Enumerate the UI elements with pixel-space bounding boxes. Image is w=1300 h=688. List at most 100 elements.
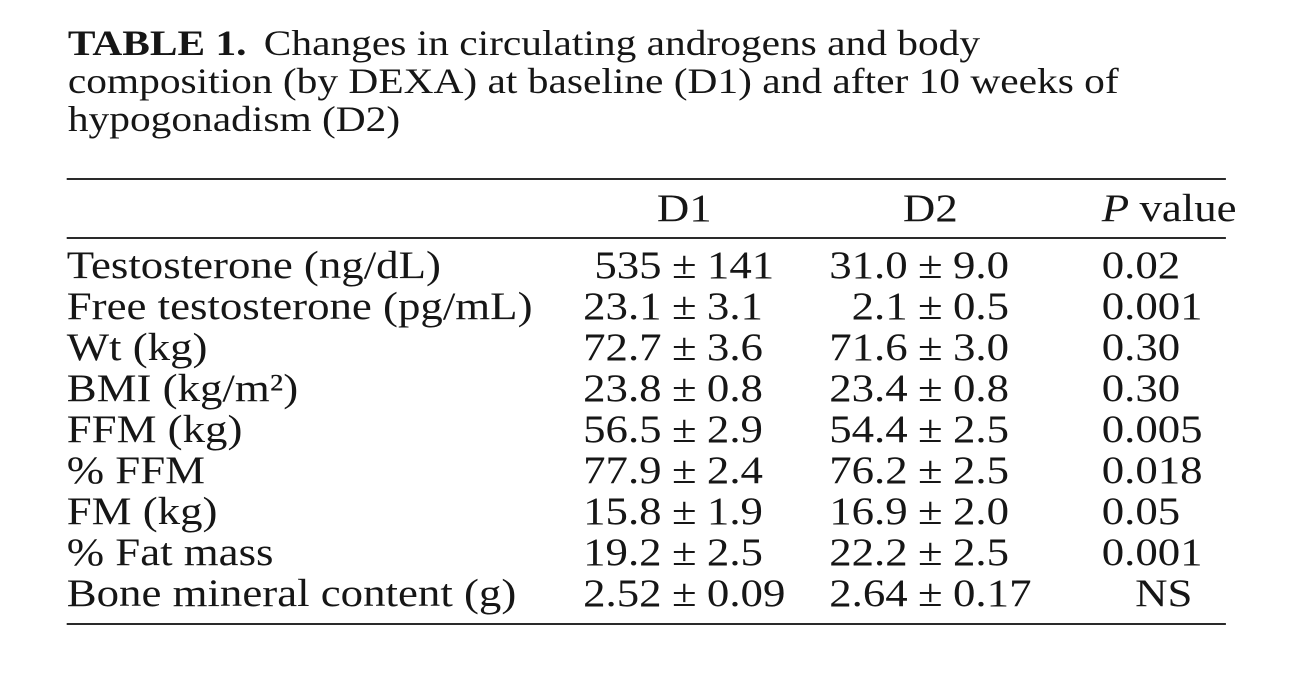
value-mean: 77.9 <box>583 449 662 492</box>
value-mean: 56.5 <box>583 408 662 451</box>
table-caption: TABLE 1. Changes in circulating androgens… <box>68 24 1149 138</box>
value-sd: 0.09 <box>706 572 786 615</box>
plus-minus: ± <box>918 531 943 574</box>
cell-d1: 56.5 ±2.9 <box>573 409 796 450</box>
table-row: FM (kg) 15.8 ±1.9 16.9 ±2.0 0.05 <box>67 491 1226 532</box>
value-sd: 1.9 <box>706 490 763 533</box>
value-sd: 3.1 <box>706 285 763 328</box>
cell-d2: 23.4 ±0.8 <box>822 368 1038 409</box>
value-mean: 23.1 <box>583 285 662 328</box>
pvalue-header-rest: value <box>1139 187 1237 230</box>
plus-minus: ± <box>918 572 943 615</box>
table-body: Testosterone (ng/dL) 535 ±141 31.0 ±9.0 0.… <box>66 239 1226 625</box>
cell-d2: 31.0 ±9.0 <box>822 245 1038 286</box>
plus-minus: ± <box>918 326 943 369</box>
value-sd: 2.5 <box>953 408 1010 451</box>
row-label: BMI (kg/m²) <box>66 367 299 410</box>
cell-d1: 19.2 ±2.5 <box>573 532 796 573</box>
cell-d2: 16.9 ±2.0 <box>822 491 1038 532</box>
cell-d2: 2.1 ±0.5 <box>822 286 1038 327</box>
cell-d1: 535 ±141 <box>573 245 796 286</box>
table-row: % Fat mass 19.2 ±2.5 22.2 ±2.5 0.001 <box>67 532 1226 573</box>
plus-minus: ± <box>671 572 697 615</box>
table-caption-text: Changes in circulating androgens and bod… <box>67 23 1119 139</box>
table-row: BMI (kg/m²) 23.8 ±0.8 23.4 ±0.8 0.30 <box>67 368 1226 409</box>
cell-pvalue: 0.02 <box>1101 244 1181 287</box>
value-mean: 19.2 <box>583 531 662 574</box>
table-row: % FFM 77.9 ±2.4 76.2 ±2.5 0.018 <box>67 450 1226 491</box>
plus-minus: ± <box>671 408 697 451</box>
cell-d1: 77.9 ±2.4 <box>573 450 796 491</box>
cell-pvalue: 0.30 <box>1101 367 1181 410</box>
value-sd: 2.4 <box>706 449 763 492</box>
plus-minus: ± <box>918 244 943 287</box>
plus-minus: ± <box>918 449 943 492</box>
value-sd: 141 <box>706 244 775 287</box>
cell-pvalue: 0.05 <box>1101 490 1181 533</box>
value-sd: 2.5 <box>953 531 1010 574</box>
value-sd: 0.8 <box>953 367 1010 410</box>
value-sd: 0.8 <box>706 367 763 410</box>
value-sd: 2.5 <box>706 531 763 574</box>
row-label: FFM (kg) <box>66 408 243 451</box>
value-sd: 0.5 <box>953 285 1010 328</box>
value-mean: 2.52 <box>583 572 662 615</box>
value-mean: 535 <box>594 244 662 287</box>
column-header-d2: D2 <box>902 187 958 230</box>
cell-d2: 76.2 ±2.5 <box>822 450 1038 491</box>
row-label: % Fat mass <box>66 531 274 574</box>
row-label: Free testosterone (pg/mL) <box>66 285 533 328</box>
cell-pvalue: 0.018 <box>1101 449 1203 492</box>
plus-minus: ± <box>918 408 943 451</box>
cell-d1: 23.1 ±3.1 <box>573 286 796 327</box>
row-label: Wt (kg) <box>66 326 208 369</box>
value-mean: 72.7 <box>583 326 662 369</box>
cell-d1: 72.7 ±3.6 <box>573 327 796 368</box>
table-row: Free testosterone (pg/mL) 23.1 ±3.1 2.1 ±0… <box>67 286 1226 327</box>
table-row: Wt (kg) 72.7 ±3.6 71.6 ±3.0 0.30 <box>67 327 1226 368</box>
value-mean: 71.6 <box>829 326 908 369</box>
cell-d1: 15.8 ±1.9 <box>573 491 796 532</box>
column-header-blank <box>67 180 573 237</box>
value-sd: 2.0 <box>953 490 1010 533</box>
table-row: Testosterone (ng/dL) 535 ±141 31.0 ±9.0 0.… <box>67 245 1226 286</box>
value-mean: 54.4 <box>829 408 908 451</box>
value-mean: 23.8 <box>583 367 662 410</box>
plus-minus: ± <box>918 285 943 328</box>
plus-minus: ± <box>918 367 943 410</box>
plus-minus: ± <box>671 490 697 533</box>
value-mean: 15.8 <box>583 490 662 533</box>
row-label: Bone mineral content (g) <box>66 572 517 615</box>
value-sd: 9.0 <box>953 244 1010 287</box>
cell-d2: 2.64 ±0.17 <box>822 573 1038 614</box>
table-caption-label: TABLE 1. <box>67 23 247 63</box>
table-row: FFM (kg) 56.5 ±2.9 54.4 ±2.5 0.005 <box>67 409 1226 450</box>
plus-minus: ± <box>671 285 697 328</box>
cell-d2: 71.6 ±3.0 <box>822 327 1038 368</box>
value-mean: 31.0 <box>829 244 908 287</box>
value-mean: 22.2 <box>829 531 908 574</box>
plus-minus: ± <box>671 244 697 287</box>
cell-pvalue: 0.001 <box>1101 285 1203 328</box>
value-mean: 2.64 <box>829 572 908 615</box>
table-row: Bone mineral content (g) 2.52 ±0.09 2.64 ±… <box>67 573 1226 614</box>
cell-pvalue: NS <box>1135 572 1193 615</box>
value-mean: 16.9 <box>829 490 908 533</box>
plus-minus: ± <box>671 367 697 410</box>
cell-d1: 23.8 ±0.8 <box>573 368 796 409</box>
row-label: FM (kg) <box>66 490 218 533</box>
value-mean: 2.1 <box>851 285 908 328</box>
page: TABLE 1. Changes in circulating androgens… <box>66 24 1237 625</box>
pvalue-header-italic: P <box>1101 187 1130 230</box>
cell-d2: 22.2 ±2.5 <box>822 532 1038 573</box>
value-sd: 3.0 <box>953 326 1010 369</box>
plus-minus: ± <box>671 326 697 369</box>
cell-pvalue: 0.005 <box>1101 408 1203 451</box>
cell-d1: 2.52 ±0.09 <box>573 573 796 614</box>
plus-minus: ± <box>671 449 697 492</box>
value-sd: 3.6 <box>706 326 763 369</box>
row-label: % FFM <box>66 449 206 492</box>
